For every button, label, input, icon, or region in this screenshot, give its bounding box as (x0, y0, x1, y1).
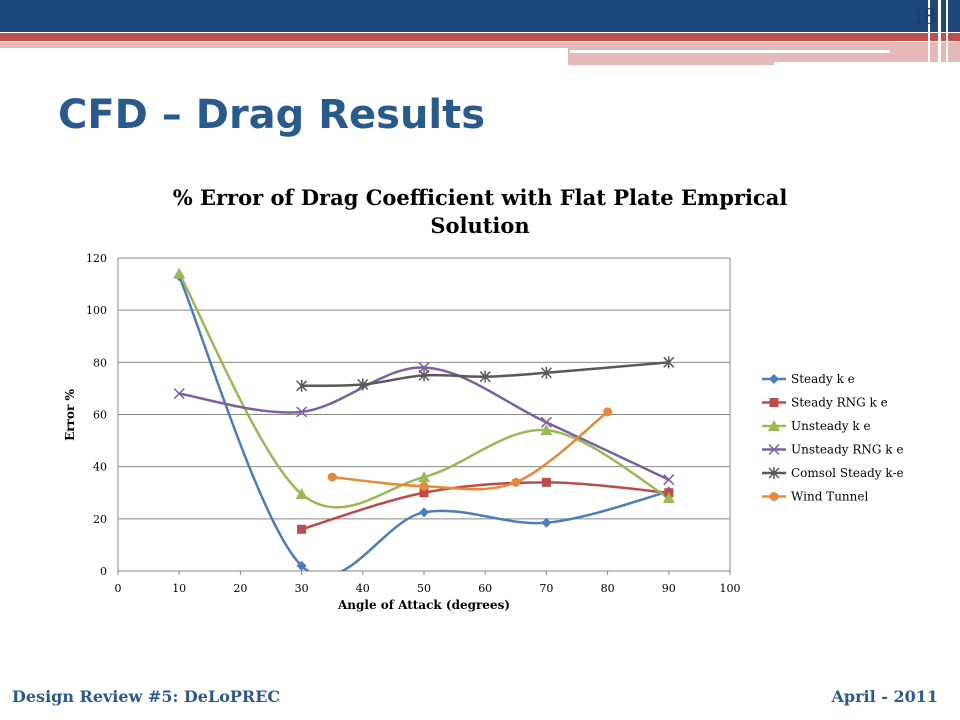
data-point (419, 481, 429, 491)
data-point (357, 378, 369, 391)
data-point (173, 388, 185, 400)
legend-label: Wind Tunnel (791, 490, 868, 504)
footer-presentation-name: Design Review #5: DeLoPREC (12, 687, 281, 706)
series-line (178, 275, 670, 571)
header-divider-3 (946, 0, 948, 62)
y-tick-label: 60 (93, 409, 107, 422)
x-axis-label: Angle of Attack (degrees) (337, 598, 510, 612)
legend-marker (768, 443, 780, 456)
y-tick-label: 120 (86, 252, 107, 265)
header-band-white-line (570, 50, 890, 53)
series-line (178, 273, 670, 509)
x-tick-label: 70 (539, 582, 553, 595)
chart-title: % Error of Drag Coefficient with Flat Pl… (172, 185, 788, 238)
legend-marker (768, 467, 780, 479)
footer-date: April - 2011 (831, 687, 939, 706)
data-point (663, 356, 675, 369)
legend-label: Comsol Steady k-e (791, 466, 904, 480)
data-point (541, 517, 552, 528)
y-tick-label: 0 (100, 565, 107, 578)
header-band-dark (0, 0, 960, 32)
data-point (663, 474, 675, 486)
data-point (540, 366, 552, 379)
legend-label: Unsteady RNG k e (791, 443, 903, 457)
x-tick-label: 40 (356, 582, 370, 595)
data-point (296, 560, 307, 571)
x-tick-label: 10 (172, 582, 186, 595)
slide-title: CFD – Drag Results (58, 92, 486, 138)
tick-labels: 0 20 40 60 80 100 120 0 10 20 30 40 50 60 70 80 90 100 (86, 252, 741, 595)
legend-marker (769, 492, 779, 501)
data-point (296, 379, 308, 392)
legend-marker (769, 398, 779, 407)
data-point (603, 407, 613, 417)
data-point (511, 477, 521, 487)
slide-number: 18 (912, 4, 936, 30)
y-tick-label: 40 (93, 461, 107, 474)
data-point (418, 471, 430, 483)
y-tick-label: 100 (86, 304, 107, 317)
data-point (327, 472, 337, 482)
data-point (540, 416, 552, 428)
data-point (540, 424, 553, 436)
legend-label: Steady RNG k e (791, 396, 888, 410)
legend-marker (769, 374, 779, 384)
legend-label: Steady k e (791, 372, 855, 386)
legend-marker (768, 420, 780, 431)
series-lines (178, 273, 670, 571)
header-band-pink (0, 42, 568, 48)
legend-label: Unsteady k e (791, 419, 871, 433)
data-point (541, 477, 551, 487)
header-divider-2 (938, 0, 941, 62)
data-point (173, 267, 186, 279)
y-axis-label: Error % (63, 389, 77, 441)
series-line (301, 481, 669, 531)
series-line (332, 410, 609, 491)
data-point (296, 406, 308, 418)
header-band-pink-thin (568, 62, 774, 65)
x-tick-label: 80 (601, 582, 615, 595)
x-tick-label: 100 (720, 582, 741, 595)
x-tick-label: 30 (295, 582, 309, 595)
x-tick-label: 20 (233, 582, 247, 595)
x-tick-label: 50 (417, 582, 431, 595)
y-tick-label: 20 (93, 513, 107, 526)
series-markers (173, 267, 675, 571)
data-point (479, 370, 491, 383)
header-band-red (0, 33, 960, 41)
data-point (297, 524, 307, 534)
x-tick-label: 90 (662, 582, 676, 595)
x-tick-label: 0 (115, 582, 122, 595)
x-tick-label: 60 (478, 582, 492, 595)
y-tick-label: 80 (93, 356, 107, 369)
legend: Steady k e Steady RNG k e Unsteady k e Unst… (762, 372, 904, 504)
data-point (295, 488, 308, 500)
data-point (662, 491, 675, 503)
data-point (418, 362, 430, 374)
data-point (419, 488, 429, 498)
gridlines (117, 257, 731, 575)
data-point (419, 507, 429, 518)
data-point (418, 369, 430, 382)
header-divider-1 (928, 0, 930, 62)
